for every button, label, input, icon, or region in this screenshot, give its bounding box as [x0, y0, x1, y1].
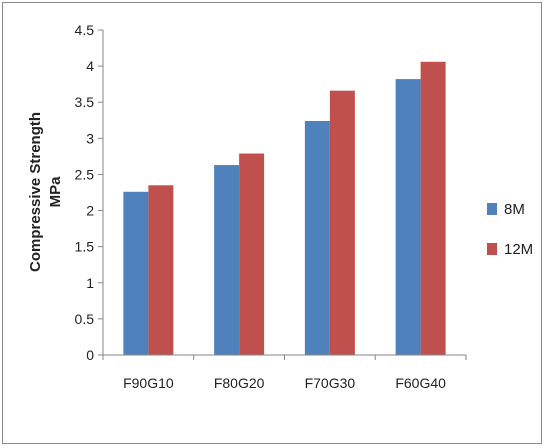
y-axis-label-line-2: MPa	[47, 176, 64, 208]
bars	[123, 61, 446, 356]
legend: 8M 12M	[487, 201, 533, 258]
y-tick-label: 2.5	[75, 166, 95, 182]
x-tick-label: F60G40	[395, 375, 446, 391]
chart-frame	[2, 2, 542, 444]
x-tick-label: F70G30	[305, 375, 356, 391]
y-tick-label: 0	[86, 347, 94, 363]
legend-label-12m: 12M	[504, 241, 533, 258]
y-axis-label: Compressive Strength MPa	[27, 112, 64, 272]
x-tick-label: F90G10	[123, 375, 174, 391]
bar-12m-f90g10	[148, 185, 174, 355]
bar-12m-f70g30	[329, 90, 355, 356]
bar-12m-f60g40	[420, 61, 446, 356]
y-axis-ticks: 0 0.5 1 1.5 2 2.5 3 3.5 4 4.5	[75, 22, 103, 363]
legend-swatch-8m	[487, 203, 497, 215]
x-axis-ticks: F90G10 F80G20 F70G30 F60G40	[102, 355, 467, 391]
x-tick-label: F80G20	[214, 375, 265, 391]
y-tick-label: 3	[86, 130, 94, 146]
axes	[102, 30, 466, 356]
bar-8m-f80g20	[214, 165, 240, 355]
bar-8m-f60g40	[395, 79, 421, 355]
y-tick-label: 3.5	[75, 94, 95, 110]
bar-8m-f70g30	[304, 121, 330, 355]
y-tick-label: 1	[86, 275, 94, 291]
y-tick-label: 2	[86, 203, 94, 219]
bar-12m-f80g20	[239, 153, 265, 355]
y-tick-label: 0.5	[75, 311, 95, 327]
bar-8m-f90g10	[123, 191, 149, 355]
legend-swatch-12m	[487, 243, 497, 255]
y-tick-label: 1.5	[75, 239, 95, 255]
y-tick-label: 4.5	[75, 22, 95, 38]
y-tick-label: 4	[86, 58, 94, 74]
y-axis-label-line-1: Compressive Strength	[27, 112, 44, 272]
legend-label-8m: 8M	[504, 201, 525, 218]
